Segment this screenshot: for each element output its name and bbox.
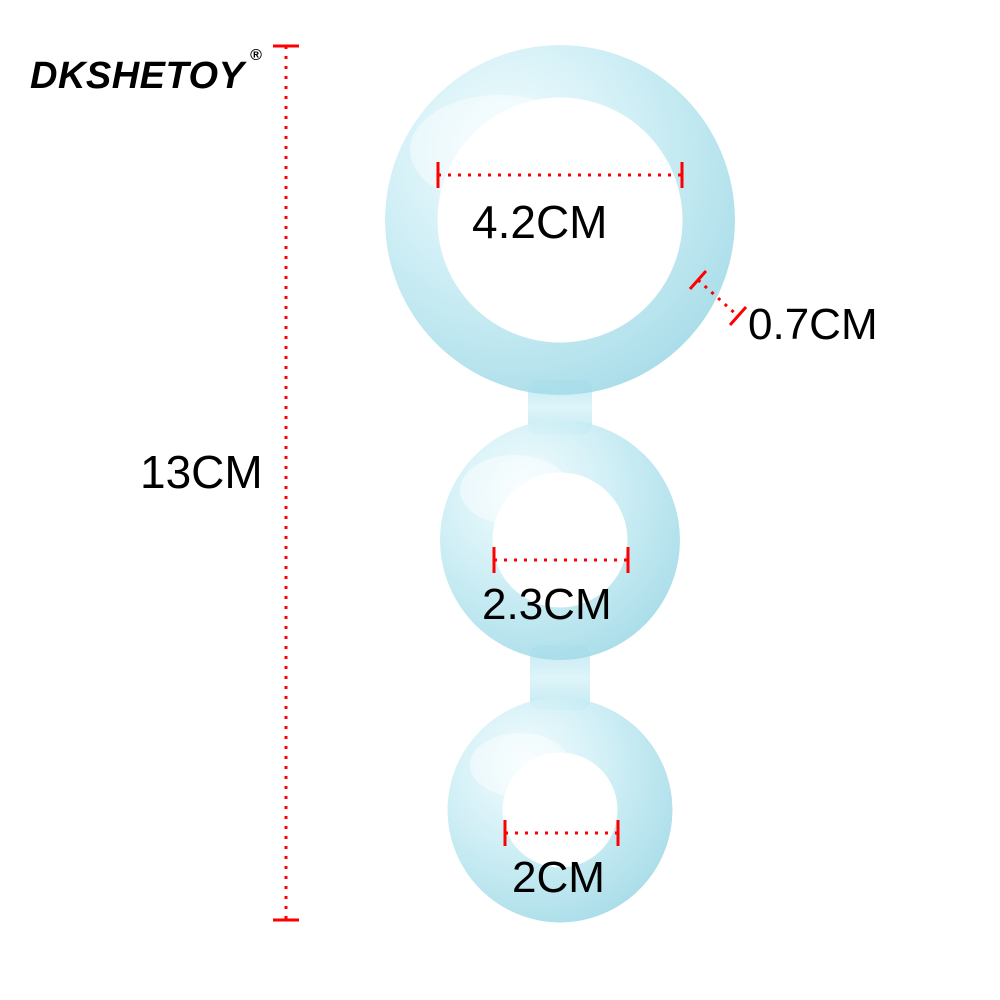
brand-text: DKSHETOY (30, 55, 244, 97)
dim-thickness-label: 0.7CM (748, 300, 878, 350)
diagram-canvas: DKSHETOY ® (0, 0, 1000, 1000)
brand-logo: DKSHETOY ® (30, 55, 244, 98)
dim-thickness-line (698, 280, 738, 316)
dim-ring-small-label: 2CM (512, 853, 605, 903)
connector-1 (528, 380, 592, 435)
dim-ring-large-label: 4.2CM (472, 195, 607, 249)
dim-ring-medium-label: 2.3CM (482, 580, 612, 630)
diagram-svg (0, 0, 1000, 1000)
dimension-lines (273, 46, 746, 920)
dim-total-height-label: 13CM (140, 445, 263, 499)
registered-mark-icon: ® (250, 47, 262, 65)
connector-2 (530, 645, 590, 710)
